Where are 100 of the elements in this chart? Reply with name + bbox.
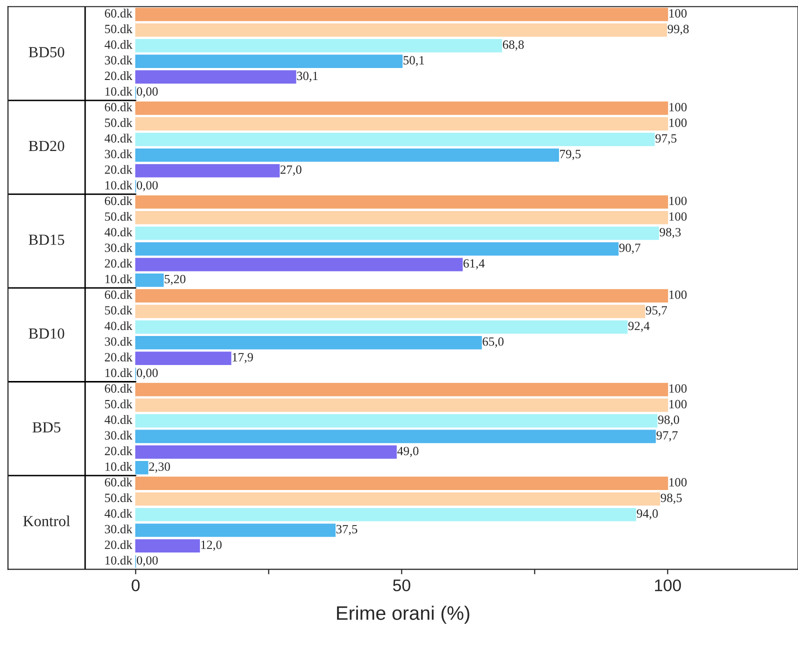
bar (135, 492, 660, 506)
bar (135, 414, 658, 428)
bar (135, 461, 148, 474)
y-tick-label: 60.dk (104, 102, 132, 112)
data-label: 79,5 (560, 150, 581, 160)
y-tick-label: 30.dk (104, 243, 132, 252)
y-tick-label: 30.dk (104, 524, 132, 534)
x-tick-label: 0 (132, 579, 140, 592)
data-label: 100 (669, 290, 687, 299)
y-tick-label: 30.dk (104, 337, 132, 346)
bar (135, 524, 336, 537)
data-label: 49,0 (397, 446, 418, 458)
data-label: 65,0 (482, 337, 504, 348)
bar (135, 54, 403, 68)
bar (135, 382, 668, 396)
x-tick-label: 100 (655, 579, 681, 592)
bar (135, 195, 668, 209)
bar (135, 39, 502, 52)
bar (135, 539, 200, 553)
data-label: 98,0 (658, 416, 680, 426)
y-tick-label: 20.dk (104, 258, 132, 268)
data-label: 50,1 (404, 56, 424, 66)
data-label: 2,30 (149, 462, 170, 473)
data-label: 100 (669, 400, 687, 408)
y-tick-label: 30.dk (104, 56, 132, 65)
bar (135, 148, 560, 162)
bar (135, 132, 655, 146)
annotation: BD50 (28, 47, 64, 58)
annotation: BD15 (28, 234, 64, 245)
y-tick-label: 60.dk (104, 290, 132, 299)
data-label: 100 (669, 118, 687, 127)
y-tick-label: 50.dk (105, 24, 132, 34)
bar (135, 476, 668, 490)
data-label: 0,00 (136, 87, 158, 98)
y-tick-label: 10.dk (105, 86, 132, 96)
y-tick-label: 60.dk (104, 478, 132, 487)
y-tick-label: 20.dk (104, 352, 132, 362)
annotation: BD10 (28, 328, 64, 339)
bar (135, 304, 646, 318)
data-label: 100 (669, 478, 687, 486)
bar (135, 8, 668, 22)
bar (135, 289, 668, 302)
data-label: 100 (669, 9, 687, 18)
bar (135, 117, 668, 131)
bar (135, 445, 397, 459)
annotation: BD5 (32, 422, 60, 432)
y-tick-label: 10.dk (105, 180, 132, 190)
y-tick-label: 20.dk (104, 165, 132, 174)
bar (135, 336, 482, 350)
bar (135, 23, 668, 37)
bar (135, 430, 656, 444)
data-label: 5,20 (164, 274, 186, 286)
bar (135, 242, 619, 256)
y-tick-label: 40.dk (104, 415, 132, 424)
x-axis-title: Erime orani (%) (337, 606, 470, 624)
bar (135, 320, 628, 334)
bar (135, 508, 636, 522)
bar (135, 164, 280, 178)
data-label: 99,8 (668, 24, 689, 35)
y-tick-label: 30.dk (104, 430, 132, 440)
bar (135, 210, 668, 224)
y-tick-label: 10.dk (105, 274, 132, 284)
y-tick-label: 40.dk (104, 321, 132, 330)
data-label: 27,0 (280, 165, 302, 176)
data-label: 17,9 (232, 353, 253, 364)
bar (135, 258, 463, 272)
bar (135, 352, 232, 365)
data-label: 68,8 (502, 40, 524, 51)
data-label: 0,00 (136, 556, 158, 566)
bar (135, 102, 668, 115)
data-label: 12,0 (201, 540, 222, 551)
data-label: 95,7 (646, 306, 667, 316)
data-label: 0,00 (136, 181, 158, 192)
y-tick-label: 50.dk (105, 306, 132, 315)
data-label: 98,5 (660, 494, 682, 504)
bar (135, 273, 164, 287)
y-tick-label: 60.dk (104, 196, 132, 206)
y-tick-label: 40.dk (104, 40, 132, 49)
data-label: 92,4 (628, 322, 650, 332)
bar (135, 226, 660, 240)
annotation: Kontrol (23, 516, 70, 526)
y-tick-label: 40.dk (104, 134, 132, 143)
y-tick-label: 50.dk (105, 400, 132, 408)
data-label: 98,3 (660, 228, 681, 238)
x-tick-label: 50 (393, 579, 410, 592)
data-label: 100 (669, 102, 687, 112)
data-label: 61,4 (464, 259, 485, 270)
y-tick-label: 20.dk (104, 71, 132, 80)
y-tick-label: 60.dk (104, 8, 132, 18)
y-tick-label: 50.dk (105, 212, 132, 221)
data-label: 97,7 (656, 431, 678, 442)
data-label: 37,5 (336, 524, 358, 536)
y-tick-label: 10.dk (105, 368, 132, 378)
data-label: 90,7 (619, 244, 640, 254)
data-label: 94,0 (636, 509, 658, 520)
y-tick-label: 60.dk (104, 384, 132, 393)
bar (135, 398, 668, 412)
y-tick-label: 10.dk (105, 556, 132, 565)
data-label: 30,1 (297, 72, 318, 82)
y-tick-label: 20.dk (104, 540, 132, 550)
